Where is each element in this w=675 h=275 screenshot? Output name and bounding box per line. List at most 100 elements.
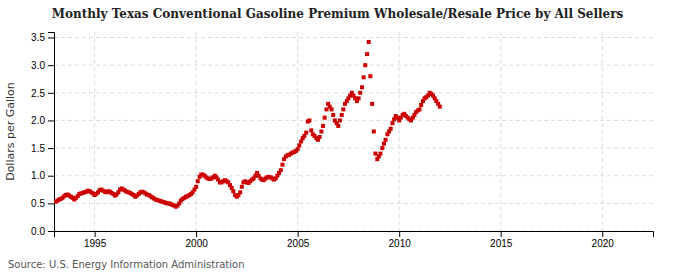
point <box>309 128 313 132</box>
tick: 2005 <box>287 231 310 249</box>
source: Source: U.S. Energy Information Administ… <box>8 259 245 270</box>
y-axis: 0.0 0.5 1.0 1.5 2.0 2.5 3.0 3.5 <box>31 32 54 236</box>
tick: 0.5 <box>31 198 54 209</box>
point <box>370 102 374 106</box>
tick: 2.0 <box>31 115 54 126</box>
tick-label: 1.5 <box>31 143 45 154</box>
point <box>279 168 283 172</box>
tick: 2020 <box>592 231 615 249</box>
tick-label: 2010 <box>389 238 412 249</box>
point <box>373 152 377 156</box>
point <box>336 124 340 128</box>
tick-label: 2000 <box>186 238 209 249</box>
tick-label: 1.0 <box>31 170 45 181</box>
tick-mark <box>48 203 54 204</box>
tick-mark <box>196 231 197 237</box>
tick-label: 0.0 <box>31 226 45 237</box>
tick-mark <box>48 93 54 94</box>
tick: 2015 <box>490 231 513 249</box>
tick-label: 1995 <box>84 238 107 249</box>
tick-mark <box>399 231 400 237</box>
point <box>368 74 372 78</box>
point <box>304 131 308 135</box>
grid-line <box>399 32 400 231</box>
tick: 2.5 <box>31 88 54 99</box>
point <box>380 146 384 150</box>
x-axis: 1995 2000 2005 2010 2015 2020 <box>55 231 654 249</box>
grid-line <box>602 32 603 231</box>
point <box>357 96 361 100</box>
tick-mark <box>501 231 502 237</box>
point <box>194 185 198 189</box>
point <box>419 103 423 107</box>
tick-label: 2020 <box>592 238 615 249</box>
grid-line <box>500 32 501 231</box>
point <box>297 143 301 147</box>
point <box>323 116 327 120</box>
grid-line <box>54 175 653 176</box>
point <box>280 163 284 167</box>
point <box>330 107 334 111</box>
tick: 0.0 <box>31 226 54 237</box>
tick-label: 2015 <box>490 238 513 249</box>
grid-line <box>54 37 653 38</box>
tick-mark <box>602 231 603 237</box>
grid <box>54 32 653 231</box>
point <box>321 124 325 128</box>
point <box>384 138 388 142</box>
point <box>382 142 386 146</box>
tick-mark <box>48 65 54 66</box>
tick-label: 2005 <box>287 238 310 249</box>
chart: 1995 2000 2005 2010 2015 2020 0.0 0.5 1.0 1.5 2.0 2… <box>0 0 675 275</box>
tick: 2000 <box>186 231 209 249</box>
grid-line <box>94 32 95 231</box>
point <box>389 127 393 131</box>
point <box>417 107 421 111</box>
y-axis-title: Dollars per Gallon <box>4 82 17 181</box>
point <box>367 40 371 44</box>
title: Monthly Texas Conventional Gasoline Prem… <box>52 7 624 21</box>
tick: 3.5 <box>31 32 54 43</box>
axis-line <box>48 33 55 232</box>
grid-line <box>54 148 653 149</box>
grid-line <box>54 120 653 121</box>
tick-mark <box>48 231 54 232</box>
tick: 1.5 <box>31 143 54 154</box>
tick-mark <box>48 148 54 149</box>
grid-line <box>196 32 197 231</box>
point <box>240 185 244 189</box>
tick-label: 2.0 <box>31 115 45 126</box>
point <box>358 91 362 95</box>
tick-label: 3.0 <box>31 60 45 71</box>
point <box>363 63 367 67</box>
tick-mark <box>48 120 54 121</box>
point <box>196 179 200 183</box>
tick-label: 3.5 <box>31 32 45 43</box>
point <box>438 105 442 109</box>
tick: 1.0 <box>31 170 54 181</box>
tick-mark <box>48 38 54 39</box>
axis-line <box>55 232 654 238</box>
grid-line <box>54 65 653 66</box>
point <box>365 52 369 56</box>
tick-mark <box>298 231 299 237</box>
point <box>319 130 323 134</box>
point <box>231 189 235 193</box>
tick: 2010 <box>389 231 412 249</box>
point <box>360 85 364 89</box>
plot-area: 1995 2000 2005 2010 2015 2020 0.0 0.5 1.0 1.5 2.0 2… <box>31 32 653 249</box>
points <box>54 40 442 209</box>
point <box>307 118 311 122</box>
point <box>341 107 345 111</box>
point <box>379 152 383 156</box>
point <box>340 113 344 117</box>
tick: 3.0 <box>31 60 54 71</box>
grid-line <box>297 32 298 231</box>
point <box>362 75 366 79</box>
tick: 1995 <box>84 231 107 249</box>
tick-mark <box>48 176 54 177</box>
point <box>318 135 322 139</box>
point <box>296 147 300 151</box>
tick-mark <box>95 231 96 237</box>
tick-label: 0.5 <box>31 198 45 209</box>
